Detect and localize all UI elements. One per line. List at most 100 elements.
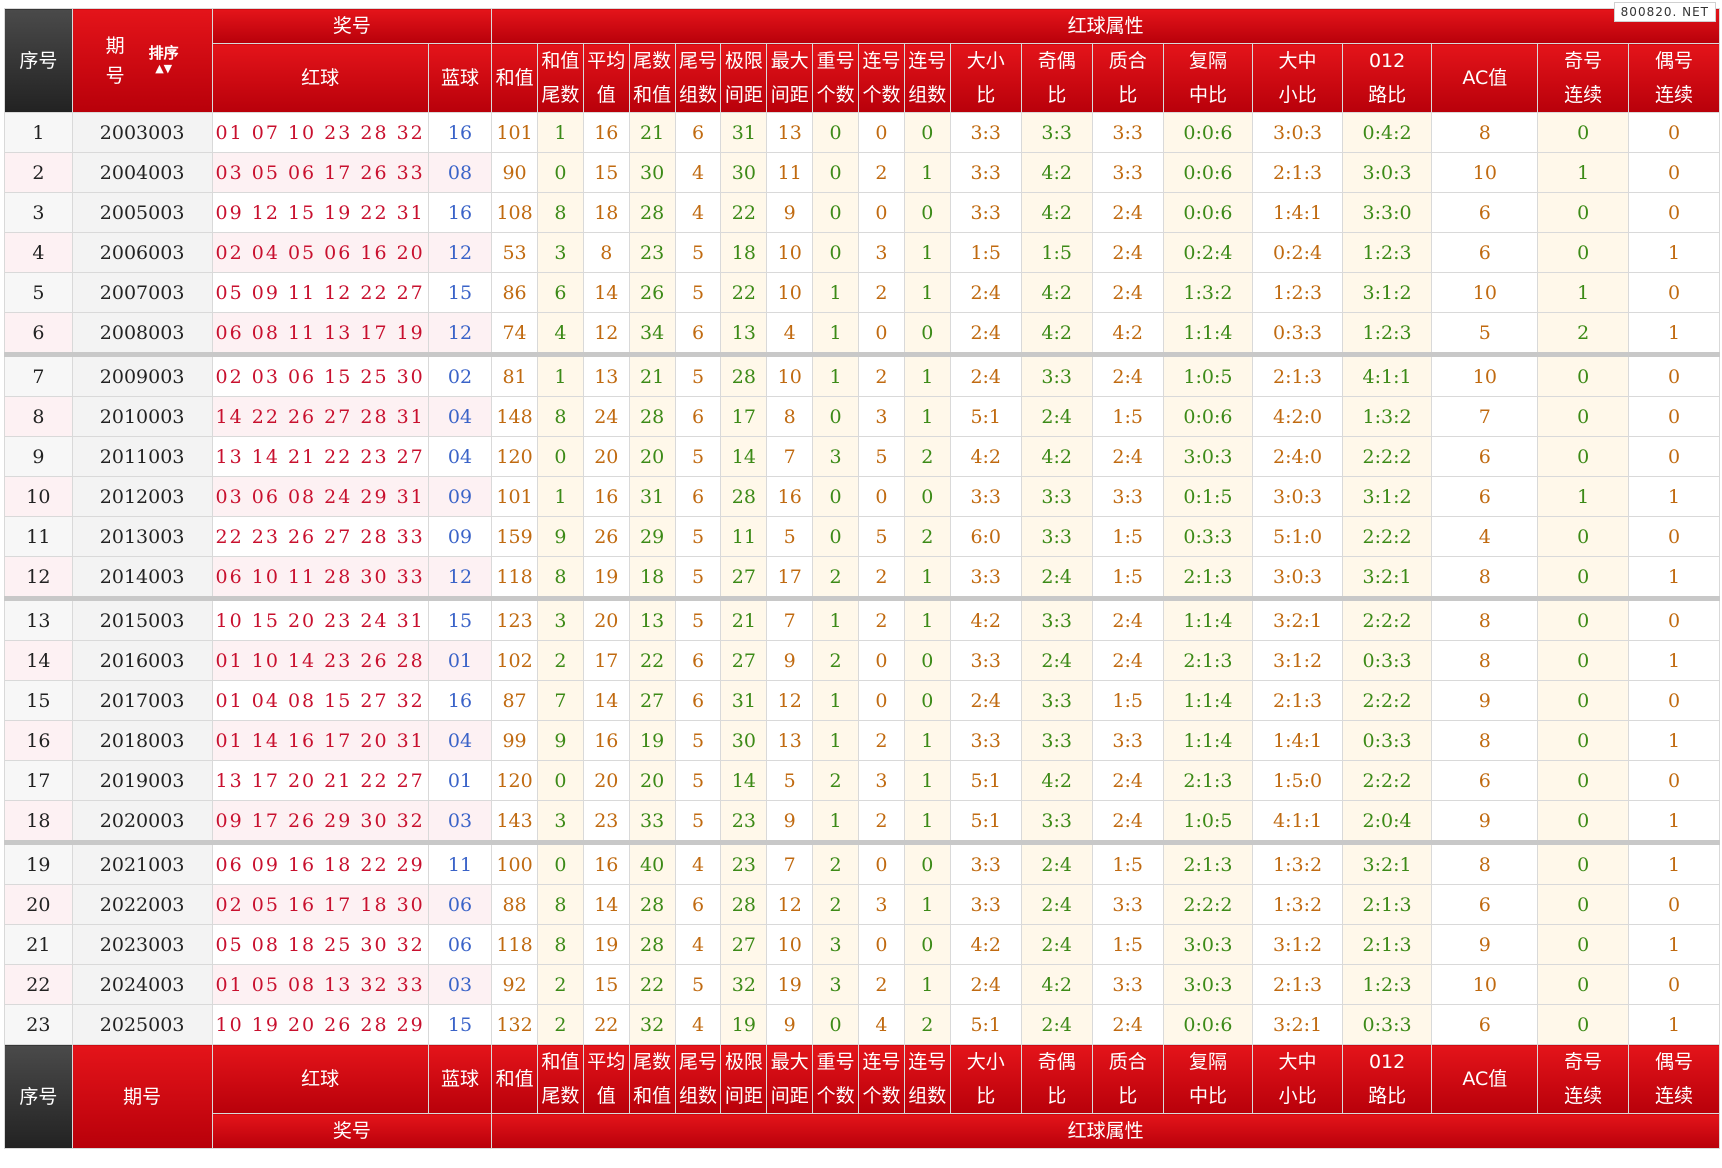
row-blue-ball: 15	[427, 596, 493, 641]
row-attr-value: 0	[537, 840, 584, 885]
table-row[interactable]: 4 2006003 02 04 05 06 16 20 12 53 3 8 23 5 18 10 0 3…	[4, 232, 1721, 273]
row-attr-value: 15	[582, 964, 630, 1005]
row-attr-value: 6	[1431, 436, 1539, 477]
table-row[interactable]: 23 2025003 10 19 20 26 28 29 15 132 2 22 32 4 19 9…	[4, 1004, 1721, 1045]
period-label-top: 期	[105, 34, 125, 57]
row-attr-value: 19	[582, 556, 630, 599]
row-attr-value: 81	[491, 352, 538, 397]
row-attr-value: 2:1:3	[1162, 840, 1254, 885]
row-attr-value: 2:4	[1020, 884, 1093, 925]
row-index: 17	[4, 760, 73, 801]
row-attr-value: 8	[537, 924, 584, 965]
table-row[interactable]: 1 2003003 01 07 10 23 28 32 16 101 1 16 21 6 31 13…	[4, 112, 1721, 153]
row-attr-value: 1:4:1	[1252, 720, 1343, 761]
row-attr-value: 2	[858, 272, 905, 313]
table-row[interactable]: 13 2015003 10 15 20 23 24 31 15 123 3 20 13 5 21 7…	[4, 596, 1721, 641]
row-attr-value: 28	[720, 352, 768, 397]
row-attr-value: 0	[537, 436, 584, 477]
row-attr-value: 20	[628, 436, 676, 477]
row-attr-value: 40	[628, 840, 676, 885]
row-attr-value: 0:0:6	[1162, 192, 1254, 233]
attr-col-label-1: 大小	[966, 1051, 1005, 1073]
row-attr-value: 3:3	[1020, 680, 1093, 721]
table-row[interactable]: 6 2008003 06 08 11 13 17 19 12 74 4 12 34 6 13 4 1 0…	[4, 312, 1721, 355]
table-row[interactable]: 11 2013003 22 23 26 27 28 33 09 159 9 26 29 5 11 5…	[4, 516, 1721, 557]
row-attr-value: 2:4	[949, 272, 1022, 313]
row-attr-value: 0:0:6	[1162, 396, 1254, 437]
row-attr-value: 17	[720, 396, 768, 437]
row-attr-value: 3:3	[1020, 596, 1093, 641]
row-attr-value: 1	[812, 720, 860, 761]
table-row[interactable]: 3 2005003 09 12 15 19 22 31 16 108 8 18 28 4 22 9 0…	[4, 192, 1721, 233]
table-row[interactable]: 16 2018003 01 14 16 17 20 31 04 99 9 16 19 5 30 13…	[4, 720, 1721, 761]
attr-col-label-1: 连号	[862, 1051, 901, 1073]
table-row[interactable]: 15 2017003 01 04 08 15 27 32 16 87 7 14 27 6 31 12…	[4, 680, 1721, 721]
row-attr-value: 31	[720, 112, 768, 153]
table-row[interactable]: 12 2014003 06 10 11 28 30 33 12 118 8 19 18 5 27 1…	[4, 556, 1721, 599]
row-index: 12	[4, 556, 73, 599]
row-attr-value: 0	[1537, 232, 1629, 273]
header-attr-col-5: 极限 间距	[720, 43, 768, 113]
row-attr-value: 28	[628, 924, 676, 965]
row-blue-ball: 08	[427, 152, 493, 193]
row-attr-value: 0	[1537, 760, 1629, 801]
row-attr-value: 3:3	[949, 720, 1022, 761]
row-attr-value: 21	[628, 352, 676, 397]
row-attr-value: 0	[537, 152, 584, 193]
attr-col-label-2: 间距	[724, 84, 763, 106]
row-attr-value: 8	[537, 884, 584, 925]
row-attr-value: 0	[1627, 680, 1721, 721]
attr-col-label-2: 个数	[862, 1085, 901, 1107]
table-row[interactable]: 22 2024003 01 05 08 13 32 33 03 92 2 15 22 5 32 19…	[4, 964, 1721, 1005]
header-attr-col-16: AC值	[1431, 43, 1539, 113]
row-index: 8	[4, 396, 73, 437]
row-attr-value: 1	[903, 232, 951, 273]
row-period: 2019003	[71, 760, 213, 801]
table-row[interactable]: 20 2022003 02 05 16 17 18 30 06 88 8 14 28 6 28 12…	[4, 884, 1721, 925]
row-attr-value: 20	[582, 596, 630, 641]
row-attr-value: 8	[766, 396, 814, 437]
row-attr-value: 5	[674, 800, 722, 843]
row-attr-value: 0:3:3	[1252, 312, 1343, 355]
table-row[interactable]: 14 2016003 01 10 14 23 26 28 01 102 2 17 22 6 27 9…	[4, 640, 1721, 681]
table-row[interactable]: 19 2021003 06 09 16 18 22 29 11 100 0 16 40 4 23 7…	[4, 840, 1721, 885]
footer-attr-col-12: 质合比	[1091, 1044, 1164, 1114]
attr-col-label-1: 复隔	[1188, 50, 1227, 72]
row-attr-value: 3:3	[1091, 112, 1164, 153]
row-blue-ball: 12	[427, 556, 493, 599]
row-attr-value: 3:3	[1091, 964, 1164, 1005]
attr-col-label-1: 奇偶	[1037, 50, 1076, 72]
row-attr-value: 11	[720, 516, 768, 557]
row-period: 2006003	[71, 232, 213, 273]
attr-col-label-2: 个数	[816, 1085, 855, 1107]
attr-col-label-2: 组数	[908, 1085, 947, 1107]
attr-col-label-2: 尾数	[541, 84, 580, 106]
table-row[interactable]: 17 2019003 13 17 20 21 22 27 01 120 0 20 20 5 14 5…	[4, 760, 1721, 801]
table-row[interactable]: 10 2012003 03 06 08 24 29 31 09 101 1 16 31 6 28 1…	[4, 476, 1721, 517]
row-attr-value: 14	[582, 884, 630, 925]
row-attr-value: 2:4	[1020, 840, 1093, 885]
table-row[interactable]: 8 2010003 14 22 26 27 28 31 04 148 8 24 28 6 17 8 0…	[4, 396, 1721, 437]
col-period-header[interactable]: 期 号 排序 ▲▼	[71, 8, 213, 113]
row-attr-value: 0	[1627, 516, 1721, 557]
row-attr-value: 24	[582, 396, 630, 437]
attr-col-label-2: 连续	[1564, 84, 1603, 106]
row-attr-value: 4:2	[949, 924, 1022, 965]
table-row[interactable]: 9 2011003 13 14 21 22 23 27 04 120 0 20 20 5 14 7 3…	[4, 436, 1721, 477]
table-row[interactable]: 18 2020003 09 17 26 29 30 32 03 143 3 23 33 5 23 9…	[4, 800, 1721, 843]
row-blue-ball: 03	[427, 800, 493, 843]
row-attr-value: 3	[812, 436, 860, 477]
row-attr-value: 3	[537, 232, 584, 273]
table-row[interactable]: 7 2009003 02 03 06 15 25 30 02 81 1 13 21 5 28 10 1…	[4, 352, 1721, 397]
row-attr-value: 53	[491, 232, 538, 273]
row-attr-value: 27	[720, 924, 768, 965]
row-attr-value: 6	[674, 680, 722, 721]
row-attr-value: 2:4	[949, 312, 1022, 355]
attr-col-label-1: 质合	[1108, 50, 1147, 72]
table-row[interactable]: 21 2023003 05 08 18 25 30 32 06 118 8 19 28 4 27 1…	[4, 924, 1721, 965]
row-attr-value: 2	[858, 352, 905, 397]
table-row[interactable]: 5 2007003 05 09 11 12 22 27 15 86 6 14 26 5 22 10 1…	[4, 272, 1721, 313]
row-attr-value: 23	[582, 800, 630, 843]
table-row[interactable]: 2 2004003 03 05 06 17 26 33 08 90 0 15 30 4 30 11 0…	[4, 152, 1721, 193]
sort-toggle[interactable]: 排序 ▲▼	[149, 45, 179, 77]
